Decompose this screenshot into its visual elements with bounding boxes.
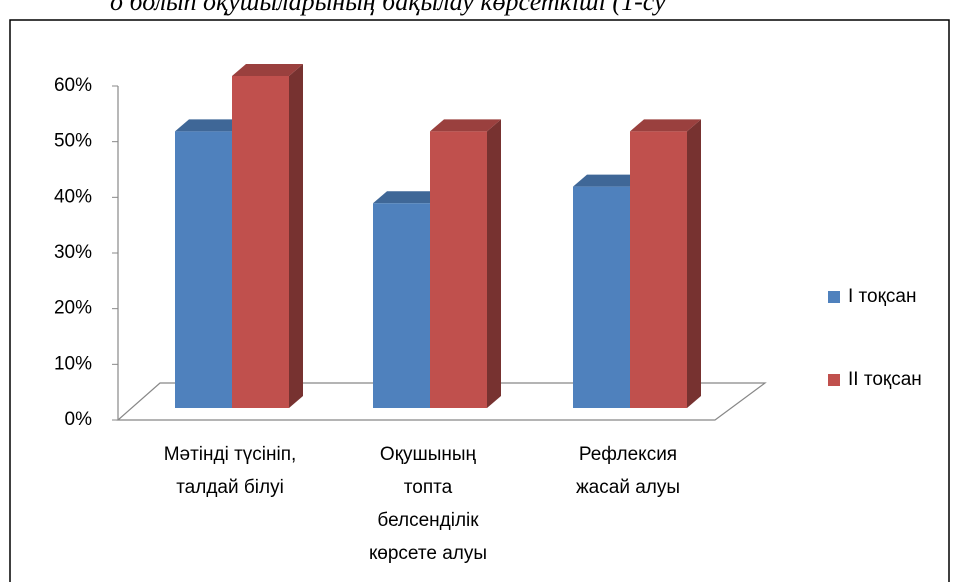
bar-top [430, 119, 501, 132]
x-tick-label: Рефлексия жасай алуы [576, 444, 680, 498]
bar-side [687, 119, 701, 408]
bar-front [175, 131, 232, 409]
legend-label: I тоқсан [848, 286, 917, 307]
legend-label: II тоқсан [848, 369, 922, 390]
bar-front [430, 131, 487, 409]
bar-top [630, 119, 701, 132]
y-tick-label: 60% [54, 75, 92, 96]
x-tick-label: Мәтінді түсініп, талдай білуі [164, 444, 297, 498]
bar [430, 119, 501, 409]
legend-swatch [828, 374, 840, 386]
bar [232, 64, 303, 408]
chart-frame [9, 19, 950, 582]
bar-front [630, 131, 687, 409]
x-tick-label: Оқушының топта белсенділік көрсете алуы [369, 444, 487, 564]
y-tick-label: 40% [54, 186, 92, 207]
bar-side [487, 119, 501, 408]
legend-swatch [828, 291, 840, 303]
y-tick-label: 10% [54, 353, 92, 374]
y-tick-label: 0% [65, 409, 93, 430]
bar-front [373, 203, 430, 408]
bar-side [289, 64, 303, 408]
bar-top [373, 191, 444, 204]
bar-top [175, 119, 246, 132]
y-tick-label: 50% [54, 131, 92, 152]
y-tick-label: 20% [54, 298, 92, 319]
bar-front [232, 76, 289, 408]
y-tick-label: 30% [54, 242, 92, 263]
bar-front [573, 186, 630, 408]
bar-top [573, 174, 644, 187]
bar [630, 119, 701, 409]
caption: о болып оқушыларының бақылау көрсеткіші … [110, 0, 666, 16]
bar-top [232, 64, 303, 76]
